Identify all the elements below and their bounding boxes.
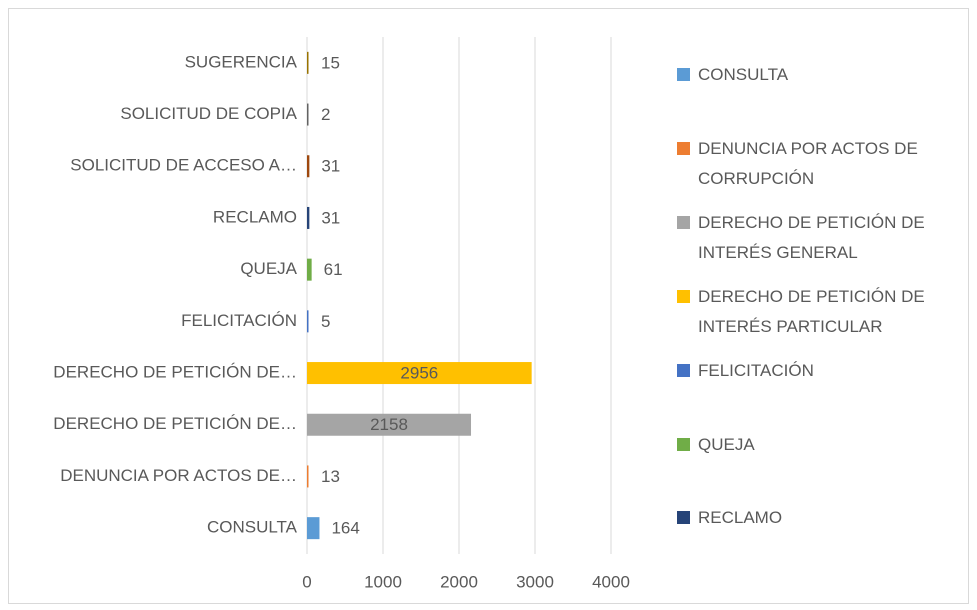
bar [307, 258, 312, 281]
value-label: 13 [321, 467, 340, 486]
bar [307, 413, 472, 436]
legend-item: DERECHO DE PETICIÓN DE INTERÉS GENERAL [677, 208, 967, 268]
y-tick-label: SOLICITUD DE COPIA [120, 104, 297, 123]
y-tick-label: QUEJA [240, 259, 297, 278]
value-label: 2956 [400, 364, 438, 383]
bar [307, 51, 309, 74]
y-tick-label: SUGERENCIA [185, 52, 298, 71]
legend-item: DERECHO DE PETICIÓN DE INTERÉS PARTICULA… [677, 282, 967, 342]
legend-swatch [677, 511, 690, 524]
legend-swatch [677, 68, 690, 81]
x-tick-label: 1000 [364, 572, 402, 591]
legend-label: CONSULTA [698, 65, 789, 84]
y-tick-label: DERECHO DE PETICIÓN DE… [53, 414, 297, 433]
value-label: 164 [331, 519, 359, 538]
legend-label: QUEJA [698, 435, 755, 454]
legend-item: QUEJA [677, 430, 967, 460]
legend-swatch [677, 438, 690, 451]
x-tick-label: 4000 [592, 572, 630, 591]
legend-swatch [677, 216, 690, 229]
legend-label: FELICITACIÓN [698, 361, 814, 380]
y-tick-label: DERECHO DE PETICIÓN DE… [53, 363, 297, 382]
y-tick-label: FELICITACIÓN [181, 311, 297, 330]
legend-swatch [677, 364, 690, 377]
x-tick-label: 2000 [440, 572, 478, 591]
value-label: 31 [321, 157, 340, 176]
legend-swatch [677, 290, 690, 303]
bar [307, 155, 310, 178]
legend-label: DERECHO DE PETICIÓN DE INTERÉS PARTICULA… [698, 287, 925, 336]
bar [307, 103, 309, 126]
y-tick-label: CONSULTA [207, 518, 298, 537]
value-label: 31 [321, 208, 340, 227]
y-tick-label: RECLAMO [213, 207, 297, 226]
value-label: 61 [324, 260, 343, 279]
y-tick-label: SOLICITUD DE ACCESO A… [70, 156, 297, 175]
legend-label: DERECHO DE PETICIÓN DE INTERÉS GENERAL [698, 213, 925, 262]
legend-item: RECLAMO [677, 503, 967, 533]
legend-label: RECLAMO [698, 508, 783, 527]
bar [307, 362, 532, 385]
chart-border [8, 8, 969, 604]
legend-item: FELICITACIÓN [677, 356, 967, 386]
value-label: 2 [321, 105, 330, 124]
bar [307, 517, 320, 540]
y-tick-label: DENUNCIA POR ACTOS DE… [60, 466, 297, 485]
value-label: 15 [321, 53, 340, 72]
legend-swatch [677, 142, 690, 155]
legend-item: CONSULTA [677, 60, 967, 90]
legend-label: DENUNCIA POR ACTOS DE CORRUPCIÓN [698, 139, 918, 188]
x-tick-label: 3000 [516, 572, 554, 591]
legend-item: DENUNCIA POR ACTOS DE CORRUPCIÓN [677, 134, 967, 194]
value-label: 5 [321, 312, 330, 331]
bar [307, 206, 310, 229]
bar [307, 310, 309, 333]
x-tick-label: 0 [302, 572, 311, 591]
bar [307, 465, 309, 488]
value-label: 2158 [370, 415, 408, 434]
